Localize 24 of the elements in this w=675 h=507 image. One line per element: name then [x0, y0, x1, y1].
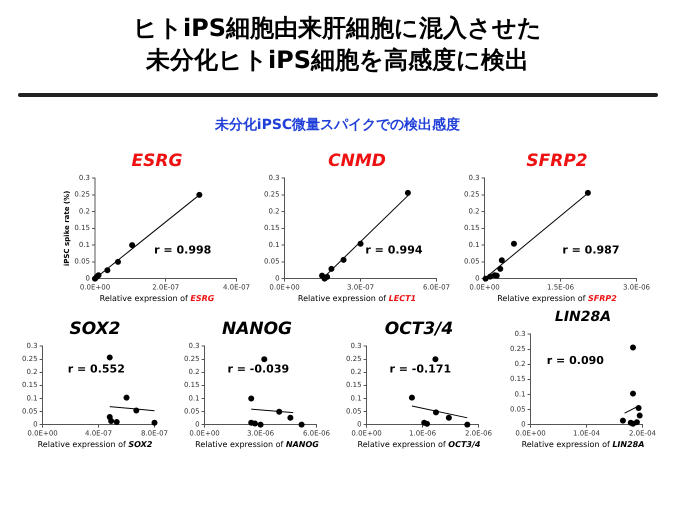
chart-title: NANOG	[220, 318, 294, 340]
text: ヒトiPS細胞由来肝細胞に混入させた	[132, 13, 544, 44]
x-axis-title: Relative expression of LIN28A	[522, 440, 644, 449]
x-axis-title: Relative expression of NANOG	[195, 440, 319, 449]
annotation: r = 0.998	[154, 243, 212, 256]
chart-title: OCT3/4	[384, 318, 454, 340]
chart-title: ESRG	[130, 150, 184, 172]
annotation: r = 0.994	[365, 243, 423, 256]
annotation: r = -0.039	[227, 362, 290, 376]
x-axis-title: Relative expression of OCT3/4	[358, 440, 480, 449]
text: 未分化ヒトiPS細胞を高感度に検出	[144, 45, 530, 76]
x-axis-title: Relative expression of ESRG	[100, 294, 214, 303]
x-axis-title: Relative expression of SFRP2	[497, 294, 617, 303]
chart-title: CNMD	[327, 150, 387, 172]
x-axis-title: Relative expression of SOX2	[38, 440, 152, 449]
x-axis-title: Relative expression of LECT1	[298, 294, 416, 303]
text: 未分化iPSC微量スパイクでの検出感度	[214, 116, 462, 134]
annotation: r = 0.552	[68, 362, 125, 376]
annotation: r = -0.171	[389, 362, 452, 376]
annotation: r = 0.987	[562, 243, 620, 256]
chart-title: LIN28A	[554, 308, 612, 327]
chart-title: SFRP2	[525, 150, 589, 172]
annotation: r = 0.090	[546, 354, 604, 368]
chart-title: SOX2	[68, 318, 122, 340]
